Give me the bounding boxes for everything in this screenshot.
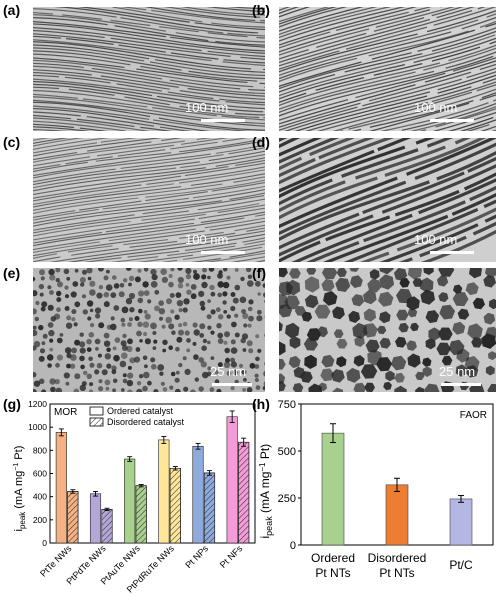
y-tick-label: 600 xyxy=(33,469,47,479)
y-tick-label: 800 xyxy=(33,445,47,455)
tem-image-nanowires-a xyxy=(33,7,265,131)
bar-hatch xyxy=(135,485,147,544)
bar-ordered xyxy=(192,445,204,544)
nanoparticle-texture xyxy=(279,268,496,392)
bar-hatch xyxy=(203,472,216,544)
panel-f-label: (f) xyxy=(252,265,266,281)
chart-mor-activity: 0 200 400 600 800 1000 1200 ipeak (mA mg−1 Pt) P… xyxy=(13,399,256,595)
tem-image-nanoparticles-e xyxy=(33,268,265,392)
panel-a-label: (a) xyxy=(3,2,21,18)
scale-label-d: 100 nm xyxy=(414,232,458,247)
nanowire-texture xyxy=(279,138,496,262)
x-category-label: Pt NPs xyxy=(183,543,210,570)
legend-swatch-disordered xyxy=(89,417,104,427)
bar-ordered xyxy=(124,458,136,544)
chart-annotation: FAOR xyxy=(460,410,487,421)
bar-hatch xyxy=(67,491,79,544)
y-tick-label: 250 xyxy=(278,493,296,505)
scale-label-b: 100 nm xyxy=(414,100,458,115)
y-tick-label: 500 xyxy=(278,446,296,458)
panel-h-label: (h) xyxy=(252,396,270,412)
tem-image-nanowires-b xyxy=(279,7,496,131)
bar xyxy=(385,484,409,546)
legend-disordered: Disordered catalyst xyxy=(107,417,185,427)
nanowire-texture xyxy=(33,138,265,262)
bar-hatch xyxy=(101,509,113,544)
y-axis-label: ipeak (mA mg−1 Pt) xyxy=(13,446,27,532)
legend-ordered: Ordered catalyst xyxy=(107,406,174,416)
scale-bar-e xyxy=(212,383,252,386)
tem-image-nanowires-c xyxy=(33,138,265,262)
panel-b-label: (b) xyxy=(252,2,270,18)
y-axis-label: ipeak (mA mg−1 Pt) xyxy=(258,444,274,539)
bar-ordered xyxy=(226,416,238,544)
tem-image-nanoparticles-f xyxy=(279,268,496,392)
tem-image-nanowires-d xyxy=(279,138,496,262)
y-tick-label: 0 xyxy=(290,540,296,552)
scale-bar-d xyxy=(430,251,474,254)
y-tick-label: 400 xyxy=(33,492,47,502)
bar-hatch xyxy=(169,467,181,544)
x-category-label: Ordered xyxy=(311,551,355,565)
bar-ordered xyxy=(158,439,170,544)
scale-label-a: 100 nm xyxy=(185,100,229,115)
bar-hatch xyxy=(238,441,250,544)
bar xyxy=(449,498,473,546)
y-tick-label: 750 xyxy=(278,399,296,411)
x-category-label: Pt/C xyxy=(449,558,473,572)
panel-g-label: (g) xyxy=(3,396,21,412)
y-tick-label: 1000 xyxy=(28,422,47,432)
panel-d-label: (d) xyxy=(252,134,270,150)
panel-e-label: (e) xyxy=(3,265,21,281)
bar-ordered xyxy=(55,432,67,544)
scale-label-e: 25 nm xyxy=(210,364,247,379)
x-category-label: Disordered xyxy=(368,551,427,565)
chart-annotation: MOR xyxy=(54,407,77,418)
x-category-label: Pt NFs xyxy=(218,543,245,570)
scale-label-f: 25 nm xyxy=(439,364,476,379)
scale-bar-b xyxy=(430,119,474,122)
nanowire-texture xyxy=(33,7,265,131)
scale-bar-a xyxy=(201,119,245,122)
scale-bar-f xyxy=(441,383,481,386)
x-category-label: Pt NTs xyxy=(379,566,414,580)
x-category-label: PtTe NWs xyxy=(38,543,74,579)
x-category-label: Pt NTs xyxy=(315,566,350,580)
bar-ordered xyxy=(89,493,102,544)
nanoparticle-texture xyxy=(33,268,265,392)
scale-label-c: 100 nm xyxy=(185,232,229,247)
bar xyxy=(321,432,345,546)
scale-bar-c xyxy=(201,251,245,254)
y-tick-label: 200 xyxy=(33,515,47,525)
y-tick-label: 1200 xyxy=(28,399,47,409)
legend-swatch-ordered xyxy=(89,406,104,416)
panel-c-label: (c) xyxy=(3,134,21,150)
y-tick-label: 0 xyxy=(42,538,47,548)
nanowire-texture xyxy=(279,7,496,131)
